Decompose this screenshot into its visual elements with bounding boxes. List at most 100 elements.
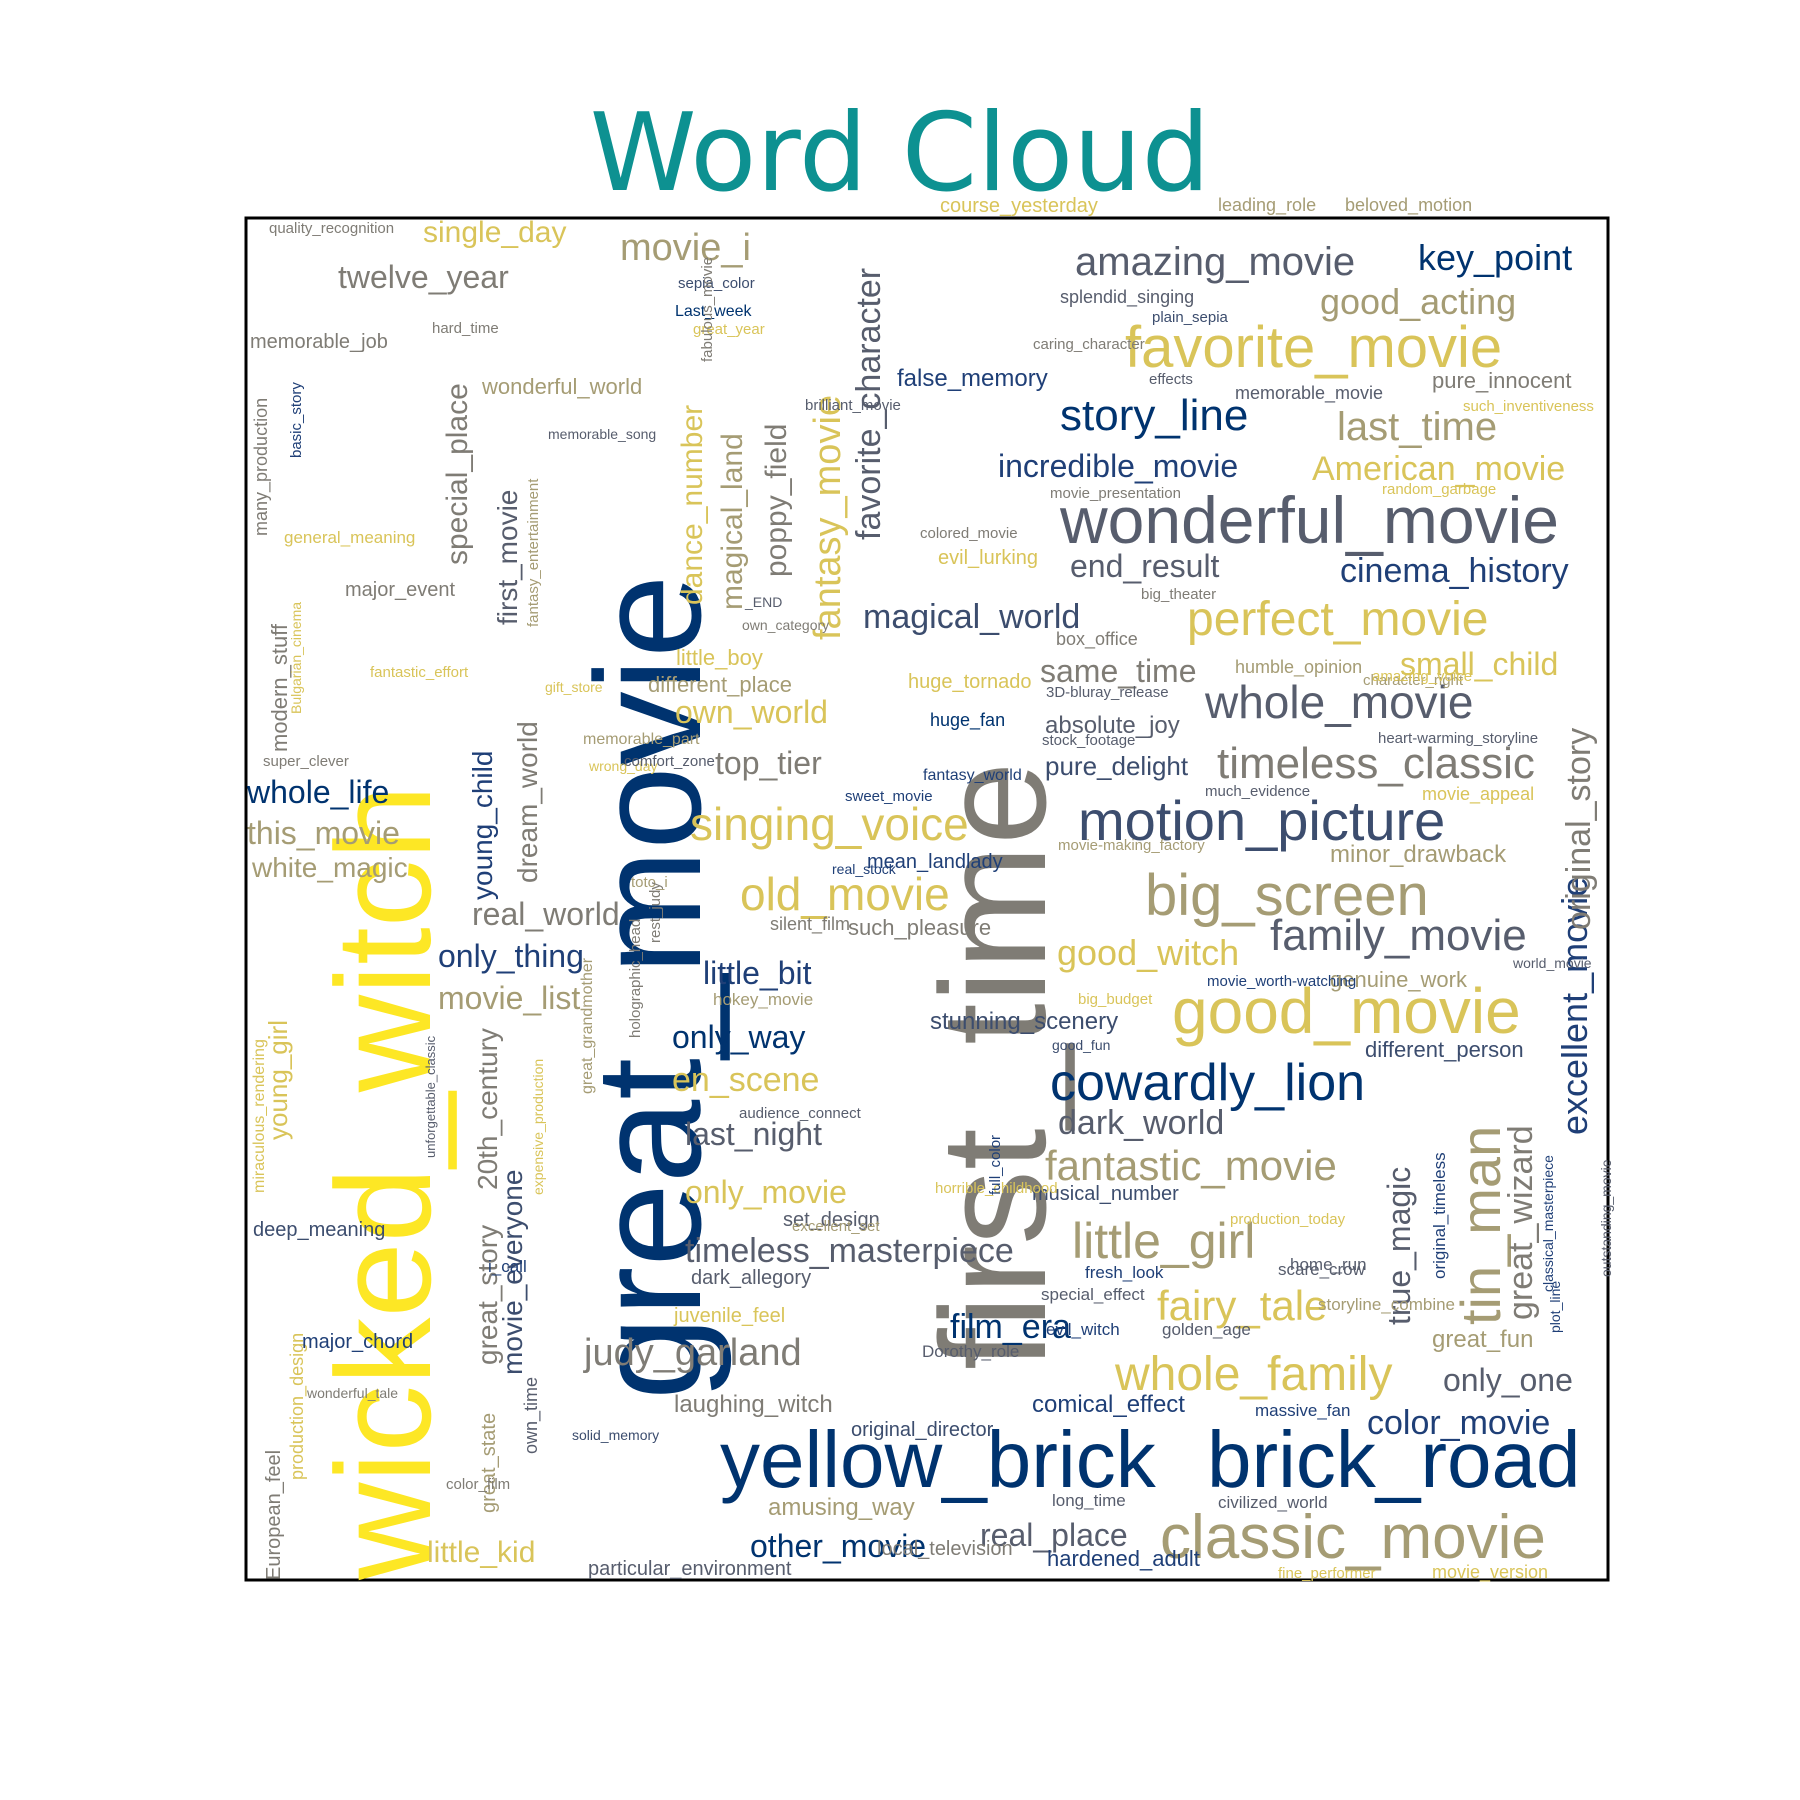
word-twelve-year: twelve_year — [338, 259, 509, 295]
word-end: _END — [744, 594, 782, 610]
word-timeless-masterpiece: timeless_masterpiece — [685, 1232, 1014, 1270]
word-fine-performer: fine_performer — [1278, 1565, 1376, 1582]
word-singing-voice: singing_voice — [690, 798, 969, 850]
word-plain-sepia: plain_sepia — [1152, 309, 1229, 326]
word-holographic-head: holographic_head — [627, 919, 644, 1038]
word-magical-world: magical_world — [863, 598, 1080, 636]
word-whole-movie: whole_movie — [1204, 676, 1473, 728]
word-long-time: long_time — [1052, 1491, 1126, 1510]
word-classical-masterpiece: classical_masterpiece — [1540, 1155, 1556, 1292]
word-original-story: original_story — [1560, 728, 1598, 930]
word-general-meaning: general_meaning — [284, 528, 415, 547]
word-minor-drawback: minor_drawback — [1330, 841, 1507, 868]
word-only-one: only_one — [1443, 1362, 1573, 1398]
word-key-point: key_point — [1418, 237, 1572, 278]
word-hardened-adult: hardened_adult — [1047, 1546, 1200, 1571]
word-little-girl: little_girl — [1072, 1213, 1255, 1269]
word-great-fun: great_fun — [1432, 1326, 1533, 1353]
word-course-yesterday: course_yesterday — [940, 195, 1098, 217]
word-big-budget: big_budget — [1078, 991, 1153, 1008]
word-wrong-day: wrong_day — [588, 758, 658, 774]
word-excellent-set: excellent_set — [792, 1218, 880, 1235]
word-white-magic: white_magic — [251, 852, 408, 883]
word-single-day: single_day — [423, 216, 566, 249]
word-first-movie: first_movie — [492, 490, 523, 625]
word-many-production: many_production — [251, 398, 272, 536]
word-gift-store: gift_store — [545, 679, 603, 695]
word-story-line: story_line — [1060, 391, 1248, 440]
word-great-wizard: great_wizard — [1502, 1125, 1540, 1320]
word-wonderful-tale: wonderful_tale — [306, 1385, 398, 1401]
word-whole-family: whole_family — [1114, 1348, 1392, 1401]
word-scare-crow: scare_crow — [1278, 1260, 1366, 1279]
word-beloved-motion: beloved_motion — [1345, 195, 1472, 216]
word-genuine-work: genuine_work — [1330, 967, 1468, 992]
word-special-effect: special_effect — [1041, 1285, 1145, 1304]
word-own-category: own_category — [742, 617, 829, 633]
word-outstanding-movie: outstanding_movie — [1598, 1159, 1614, 1277]
word-dream-world: dream_world — [512, 721, 543, 883]
word-effects: effects — [1149, 371, 1193, 388]
word-colored-movie: colored_movie — [920, 525, 1018, 542]
word-memorable-part: memorable_part — [583, 731, 700, 748]
word-good-movie: good_movie — [1172, 975, 1521, 1047]
word-set-design: set_design — [783, 1209, 880, 1231]
word-quality-recognition: quality_recognition — [269, 220, 394, 237]
word-much-evidence: much_evidence — [1205, 783, 1310, 800]
word-different-place: different_place — [648, 672, 792, 697]
word-movie-presentation: movie_presentation — [1050, 485, 1181, 502]
word-absolute-joy: absolute_joy — [1045, 712, 1180, 739]
word-particular-environment: particular_environment — [588, 1558, 792, 1580]
word-evil-lurking: evil_lurking — [938, 547, 1038, 569]
word-great-grandmother: great_grandmother — [579, 957, 596, 1094]
word-color-movie: color_movie — [1367, 1404, 1550, 1442]
word-false-memory: false_memory — [897, 365, 1048, 392]
word-magical-land: magical_land — [716, 433, 749, 610]
word-cowardly-lion: cowardly_lion — [1050, 1054, 1365, 1112]
word-good-acting: good_acting — [1320, 281, 1516, 322]
word-leading-role: leading_role — [1218, 195, 1316, 216]
word-en-scene: en_scene — [672, 1061, 819, 1099]
word-laughing-witch: laughing_witch — [674, 1391, 833, 1418]
word-super-clever: super_clever — [263, 753, 349, 770]
word-stunning-scenery: stunning_scenery — [930, 1008, 1118, 1035]
word-20th-century: 20th_century — [472, 1028, 503, 1190]
word-good-witch: good_witch — [1057, 932, 1239, 973]
word-massive-fan: massive_fan — [1255, 1401, 1350, 1420]
word-other-movie: other_movie — [750, 1528, 926, 1564]
word-such-pleasure: such_pleasure — [848, 915, 991, 940]
word-yellow-brick: yellow_brick — [720, 1415, 1157, 1504]
word-dark-allegory: dark_allegory — [691, 1267, 811, 1289]
word-evil-witch: evil_witch — [1046, 1320, 1120, 1339]
word-i-call: i_call — [488, 1257, 527, 1276]
word-true-magic: true_magic — [1381, 1167, 1417, 1325]
word-audience-connect: audience_connect — [739, 1105, 862, 1122]
word-incredible-movie: incredible_movie — [998, 448, 1238, 484]
word-memorable-song: memorable_song — [548, 426, 656, 442]
word-young-child: young_child — [467, 751, 498, 900]
word-poppy-field: poppy_field — [760, 424, 793, 577]
word-dorothy-role: Dorothy_role — [922, 1342, 1019, 1361]
word-own-time: own_time — [521, 1377, 542, 1454]
word-basic-story: basic_story — [288, 382, 305, 458]
word-european-feel: European_feel — [263, 1450, 285, 1580]
word-small-child: small_child — [1400, 646, 1558, 682]
word-little-kid: little_kid — [427, 1536, 535, 1569]
word-movie-list: movie_list — [438, 980, 580, 1016]
word-little-bit: little_bit — [703, 955, 812, 991]
word-caring-character: caring_character — [1033, 336, 1145, 353]
word-real-place: real_place — [980, 1517, 1128, 1553]
word-only-movie: only_movie — [685, 1174, 847, 1210]
word-fantasy-movie: fantasy_movie — [807, 395, 849, 640]
word-last-time: last_time — [1337, 405, 1497, 449]
word-first-time: first_time — [909, 762, 1077, 1370]
word-american-movie: American_movie — [1312, 450, 1565, 488]
word-cinema-history: cinema_history — [1340, 552, 1569, 590]
word-production-today: production_today — [1230, 1211, 1346, 1228]
word-original-timeless: original_timeless — [1430, 1152, 1449, 1279]
chart-title: Word Cloud — [589, 91, 1211, 216]
word-toto-i: toto_i — [631, 874, 668, 891]
word-perfect-movie: perfect_movie — [1187, 593, 1488, 646]
word-major-event: major_event — [345, 579, 456, 601]
word-silent-film: silent_film — [770, 914, 850, 935]
